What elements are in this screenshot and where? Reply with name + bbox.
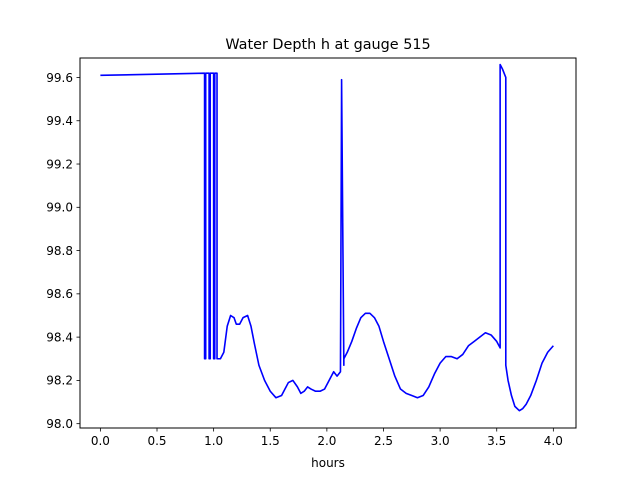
y-axis: 98.0 98.2 98.4 98.6 98.8 99.0 99.2 99.4 99.6 (46, 71, 80, 431)
x-tick-label: 0.0 (91, 434, 110, 448)
chart-title: Water Depth h at gauge 515 (225, 37, 430, 53)
x-tick-label: 1.0 (204, 434, 223, 448)
series-line (100, 63, 554, 412)
y-tick-label: 98.6 (46, 287, 73, 301)
x-axis-label: hours (311, 456, 345, 470)
x-tick-label: 3.5 (487, 434, 506, 448)
y-tick-label: 99.2 (46, 157, 73, 171)
y-tick-label: 99.0 (46, 201, 73, 215)
y-tick-label: 98.4 (46, 330, 73, 344)
x-axis: 0.0 0.5 1.0 1.5 2.0 2.5 3.0 3.5 4.0 (91, 428, 563, 448)
y-tick-label: 99.4 (46, 114, 73, 128)
y-tick-label: 99.6 (46, 71, 73, 85)
x-tick-label: 1.5 (261, 434, 280, 448)
series-layer (100, 63, 554, 412)
x-tick-label: 3.0 (431, 434, 450, 448)
plot-area (80, 58, 576, 428)
x-tick-label: 0.5 (147, 434, 166, 448)
y-tick-label: 98.2 (46, 374, 73, 388)
x-tick-label: 2.0 (317, 434, 336, 448)
x-tick-label: 2.5 (374, 434, 393, 448)
x-tick-label: 4.0 (544, 434, 563, 448)
y-tick-label: 98.0 (46, 417, 73, 431)
y-tick-label: 98.8 (46, 244, 73, 258)
plot-frame (79, 57, 577, 429)
